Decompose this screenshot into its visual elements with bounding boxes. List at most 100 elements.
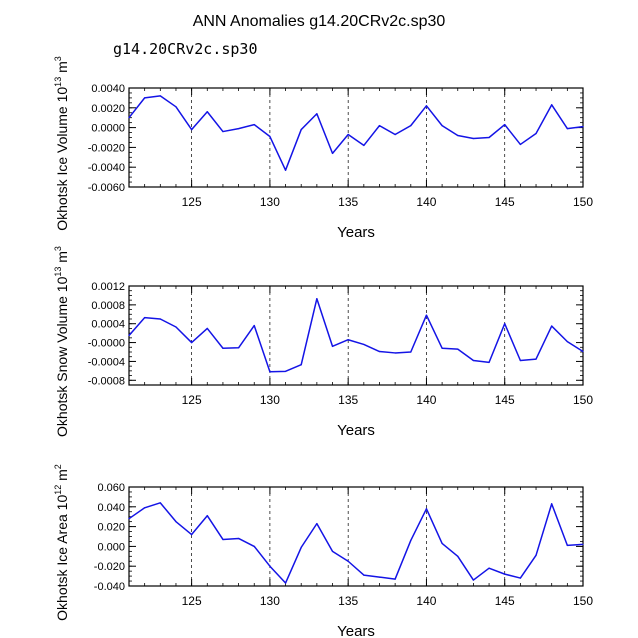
data-point: [331, 345, 334, 347]
data-point: [300, 128, 302, 131]
x-tick-label: 125: [182, 393, 202, 407]
y-tick-label: -0.020: [94, 561, 125, 573]
data-point: [410, 351, 412, 353]
data-point: [300, 546, 302, 548]
x-tick-label: 130: [260, 195, 280, 209]
data-point: [457, 348, 459, 350]
data-point: [535, 554, 537, 556]
data-point: [394, 578, 396, 580]
data-point: [457, 134, 459, 137]
panel-3: 125 130 135 140 145 150 -0.040 -0.020 0.000 0.020…: [53, 464, 593, 638]
y-tick-label: -0.0020: [88, 142, 125, 154]
series-line: [128, 95, 584, 171]
data-point: [519, 577, 521, 579]
data-point: [253, 325, 255, 327]
y-tick-label: -0.0000: [88, 338, 125, 350]
data-point: [159, 318, 161, 320]
data-point: [425, 508, 428, 510]
data-point: [237, 127, 240, 130]
data-point: [175, 106, 177, 108]
x-tick-label: 130: [260, 594, 280, 608]
data-point: [284, 370, 287, 372]
data-point: [175, 326, 177, 328]
data-point: [253, 124, 255, 126]
data-point: [582, 543, 584, 546]
data-point: [159, 95, 161, 97]
y-tick-label: 0.000: [97, 541, 125, 553]
data-point: [363, 144, 365, 147]
data-point: [206, 515, 208, 517]
data-point: [441, 125, 443, 127]
x-tick-label: 150: [573, 393, 593, 407]
panel-2: 125 130 135 140 145 150 -0.0008 -0.0004 -0.0000 0…: [53, 246, 593, 439]
y-tick-label: 0.040: [97, 502, 125, 514]
x-tick-label: 145: [495, 195, 515, 209]
data-point: [316, 523, 318, 525]
data-point: [347, 560, 349, 562]
data-point: [191, 533, 193, 536]
x-tick-label: 135: [338, 393, 358, 407]
x-axis-title: Years: [337, 224, 375, 241]
series-line: [128, 502, 584, 584]
data-point: [378, 350, 381, 353]
data-point: [566, 544, 568, 547]
x-tick-label: 145: [495, 594, 515, 608]
y-axis-title: Okhotsk Ice Area 1012 m2: [53, 464, 70, 621]
y-tick-label: -0.0040: [88, 162, 125, 174]
data-point: [472, 579, 475, 581]
y-tick-label: -0.0004: [88, 356, 125, 368]
data-point: [206, 327, 208, 330]
data-point: [378, 576, 381, 578]
data-point: [504, 124, 506, 126]
data-point: [331, 152, 334, 154]
x-tick-label: 135: [338, 195, 358, 209]
data-point: [582, 126, 584, 128]
data-point: [441, 542, 443, 545]
data-point: [535, 132, 537, 135]
x-axis-title: Years: [337, 623, 375, 638]
data-point: [535, 358, 537, 360]
data-point: [331, 550, 334, 552]
data-point: [300, 364, 302, 366]
data-point: [269, 135, 271, 138]
data-point: [425, 314, 428, 316]
data-point: [191, 128, 193, 131]
y-tick-label: 0.060: [97, 482, 125, 494]
data-point: [316, 298, 318, 300]
data-point: [222, 347, 224, 349]
data-point: [410, 125, 412, 127]
data-point: [441, 347, 443, 349]
data-point: [253, 545, 255, 548]
data-point: [363, 343, 365, 346]
y-tick-label: -0.0060: [88, 182, 125, 194]
x-tick-label: 140: [416, 594, 436, 608]
data-point: [222, 538, 224, 541]
x-tick-label: 130: [260, 393, 280, 407]
data-point: [488, 136, 490, 139]
y-tick-label: 0.0020: [91, 103, 125, 115]
data-point: [394, 133, 396, 136]
data-point: [191, 341, 193, 344]
x-tick-label: 125: [182, 594, 202, 608]
y-tick-label: 0.0012: [91, 281, 125, 293]
data-point: [175, 521, 177, 523]
x-tick-label: 125: [182, 195, 202, 209]
data-point: [457, 555, 459, 557]
data-point: [316, 113, 318, 115]
data-point: [144, 316, 146, 319]
data-point: [284, 169, 287, 171]
data-point: [551, 104, 553, 106]
data-point: [425, 105, 428, 107]
x-tick-label: 140: [416, 393, 436, 407]
data-point: [551, 325, 553, 327]
data-point: [128, 334, 130, 337]
x-tick-label: 140: [416, 195, 436, 209]
data-point: [504, 323, 506, 325]
data-point: [566, 341, 568, 343]
y-axis-title: Okhotsk Ice Volume 1013 m3: [53, 56, 70, 231]
data-point: [488, 361, 490, 363]
data-point: [128, 117, 130, 119]
series-label: g14.20CRv2c.sp30: [113, 40, 258, 58]
